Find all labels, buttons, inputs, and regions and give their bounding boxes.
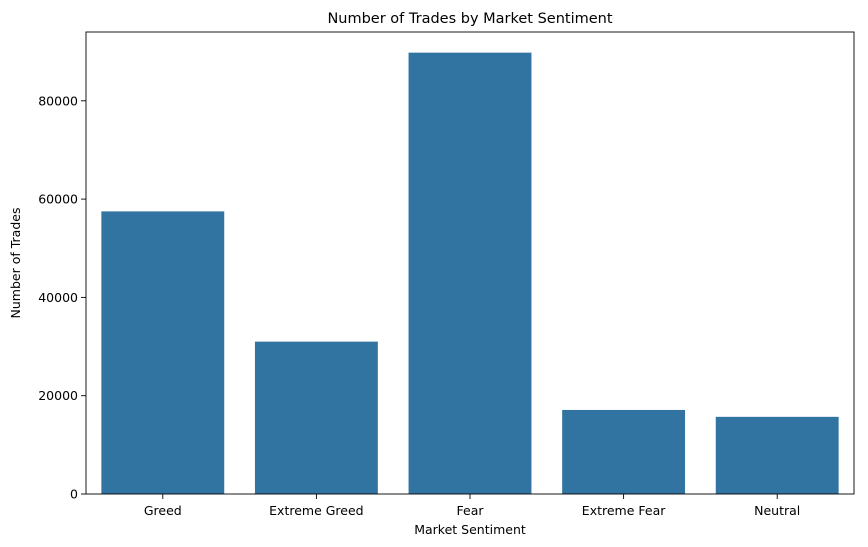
x-axis-ticks: Greed Extreme Greed Fear Extreme Fear Neutra… xyxy=(144,494,800,518)
bar-fear xyxy=(408,52,532,495)
x-tick-label-neutral: Neutral xyxy=(754,503,800,518)
y-tick-label-60000: 60000 xyxy=(38,192,78,207)
x-tick-label-extreme-fear: Extreme Fear xyxy=(582,503,666,518)
y-axis-label: Number of Trades xyxy=(8,208,23,319)
y-tick-label-20000: 20000 xyxy=(38,388,78,403)
bar-extreme-fear xyxy=(562,409,686,494)
x-tick-label-extreme-greed: Extreme Greed xyxy=(269,503,363,518)
chart-title: Number of Trades by Market Sentiment xyxy=(327,11,612,27)
y-tick-label-0: 0 xyxy=(70,487,78,502)
bar-neutral xyxy=(715,416,839,494)
x-tick-label-fear: Fear xyxy=(457,503,485,518)
plot-frame xyxy=(85,31,855,495)
y-tick-label-40000: 40000 xyxy=(38,290,78,305)
x-tick-label-greed: Greed xyxy=(144,503,182,518)
y-tick-label-80000: 80000 xyxy=(38,93,78,108)
bar-greed xyxy=(101,211,225,494)
bar-extreme-greed xyxy=(254,341,378,494)
bars-group xyxy=(101,52,839,495)
y-axis-ticks: 0 20000 40000 60000 80000 xyxy=(38,93,86,502)
x-axis-label: Market Sentiment xyxy=(414,522,526,537)
